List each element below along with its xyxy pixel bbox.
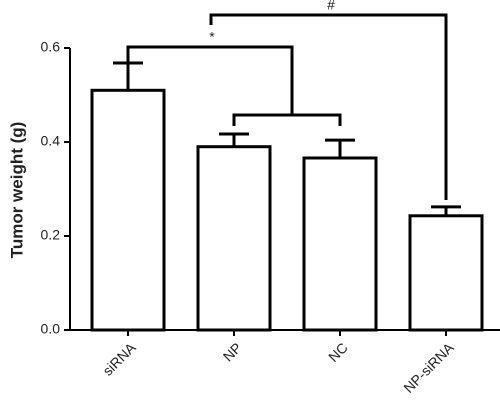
- bar: [196, 145, 272, 332]
- bracket: [232, 113, 342, 126]
- x-tick-label: siRNA: [99, 339, 139, 379]
- significance-brackets: [126, 13, 448, 200]
- y-tick-label: 0.0: [41, 321, 61, 337]
- y-tick-label: 0.2: [41, 227, 61, 243]
- bar: [408, 214, 484, 332]
- annotation: #: [327, 0, 335, 13]
- bracket: [126, 45, 294, 115]
- x-tick-label: NC: [325, 339, 351, 365]
- y-tick-label: 0.6: [41, 39, 61, 55]
- y-axis-label: Tumor weight (g): [7, 122, 26, 259]
- bar: [90, 88, 166, 332]
- x-tick-label: NP-siRNA: [400, 339, 457, 396]
- bar: [302, 156, 378, 332]
- x-tick-label: NP: [220, 339, 245, 364]
- bracket: [209, 13, 448, 200]
- y-tick-label: 0.4: [41, 133, 61, 149]
- annotation: *: [209, 29, 215, 45]
